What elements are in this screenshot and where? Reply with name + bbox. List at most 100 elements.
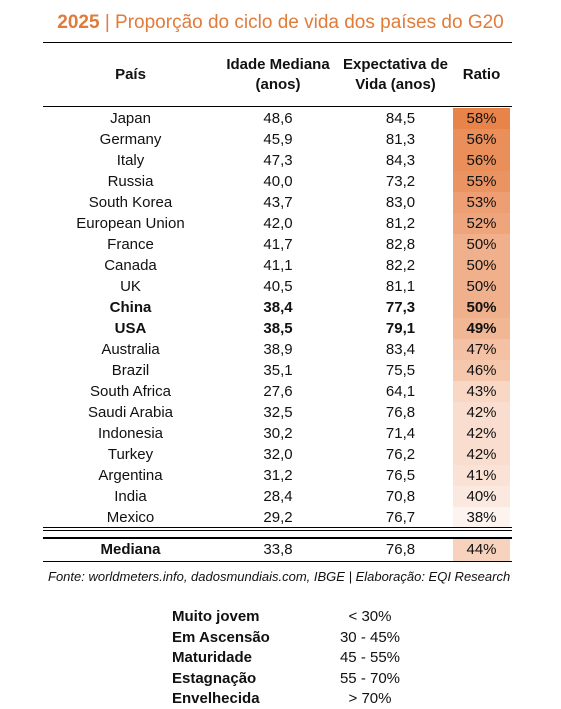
cell-life-expectancy: 81,1 <box>385 278 416 295</box>
cell-median-age: 42,0 <box>263 215 293 232</box>
cell-ratio: 42% <box>453 402 510 423</box>
cell-life-expectancy: 64,1 <box>385 383 416 400</box>
cell-median-age: 47,3 <box>263 152 293 169</box>
table-row: Canada 41,1 82,2 50% <box>43 255 512 276</box>
cell-median-age: 31,2 <box>263 467 293 484</box>
legend-item: Em Ascensão 30 - 45% <box>170 628 470 648</box>
header-life-expectancy: Expectativa de Vida (anos) <box>333 55 458 95</box>
header-median-age-line1: Idade Mediana <box>226 56 330 73</box>
table-row: European Union 42,0 81,2 52% <box>43 213 512 234</box>
cell-median-age: 38,5 <box>263 320 293 337</box>
cell-ratio: 52% <box>453 213 510 234</box>
cell-country: European Union <box>76 215 185 232</box>
cell-country: India <box>114 488 147 505</box>
legend-range: 45 - 55% <box>339 649 401 666</box>
cell-life-expectancy: 81,2 <box>385 215 416 232</box>
header-median-age-line2: (anos) <box>255 76 301 93</box>
legend-label: Maturidade <box>172 649 253 666</box>
legend-range: < 30% <box>348 608 392 625</box>
table-row: China 38,4 77,3 50% <box>43 297 512 318</box>
cell-median-age: 38,4 <box>263 299 293 316</box>
cell-median-age: 32,5 <box>263 404 293 421</box>
legend-range: 55 - 70% <box>339 670 401 687</box>
cell-ratio: 50% <box>453 234 510 255</box>
table-row: Saudi Arabia 32,5 76,8 42% <box>43 402 512 423</box>
table-row: Argentina 31,2 76,5 41% <box>43 465 512 486</box>
cell-life-expectancy: 76,8 <box>385 404 416 421</box>
cell-country: Germany <box>99 131 162 148</box>
title-text: Proporção do ciclo de vida dos países do… <box>115 12 504 33</box>
table-row: Mexico 29,2 76,7 38% <box>43 507 512 528</box>
legend-item: Muito jovem < 30% <box>170 607 470 627</box>
cell-country: Turkey <box>107 446 154 463</box>
median-top-rule <box>43 537 512 539</box>
cell-life-expectancy: 83,4 <box>385 341 416 358</box>
cell-life-expectancy: 84,3 <box>385 152 416 169</box>
legend-label: Estagnação <box>172 670 257 687</box>
cell-ratio: 46% <box>453 360 510 381</box>
table-row: Japan 48,6 84,5 58% <box>43 108 512 129</box>
cell-ratio: 55% <box>453 171 510 192</box>
page-title: 2025 | Proporção do ciclo de vida dos pa… <box>0 12 561 34</box>
cell-country: South Korea <box>88 194 173 211</box>
table-row: Germany 45,9 81,3 56% <box>43 129 512 150</box>
cell-ratio: 58% <box>453 108 510 129</box>
header-median-age: Idade Mediana (anos) <box>218 55 338 95</box>
cell-country: Saudi Arabia <box>87 404 174 421</box>
cell-ratio: 42% <box>453 423 510 444</box>
cell-ratio: 42% <box>453 444 510 465</box>
table-row: Australia 38,9 83,4 47% <box>43 339 512 360</box>
table-row: France 41,7 82,8 50% <box>43 234 512 255</box>
table-row: Indonesia 30,2 71,4 42% <box>43 423 512 444</box>
legend-item: Envelhecida > 70% <box>170 689 470 709</box>
median-life: 76,8 <box>385 541 416 558</box>
table-row: Turkey 32,0 76,2 42% <box>43 444 512 465</box>
cell-ratio: 50% <box>453 297 510 318</box>
legend-range: > 70% <box>348 690 392 707</box>
header-rule <box>43 106 512 107</box>
cell-country: South Africa <box>90 383 171 400</box>
table-row: South Korea 43,7 83,0 53% <box>43 192 512 213</box>
cell-life-expectancy: 82,8 <box>385 236 416 253</box>
cell-country: Brazil <box>111 362 150 379</box>
header-country: País <box>115 66 146 83</box>
cell-median-age: 43,7 <box>263 194 293 211</box>
cell-country: France <box>107 236 154 253</box>
cell-median-age: 38,9 <box>263 341 293 358</box>
header-ratio: Ratio <box>462 66 501 83</box>
cell-ratio: 56% <box>453 129 510 150</box>
cell-life-expectancy: 75,5 <box>385 362 416 379</box>
cell-ratio: 47% <box>453 339 510 360</box>
median-ratio: 44% <box>453 539 510 561</box>
source-note: Fonte: worldmeters.info, dadosmundiais.c… <box>48 569 511 584</box>
cell-median-age: 41,1 <box>263 257 293 274</box>
title-year: 2025 <box>57 12 100 33</box>
cell-ratio: 40% <box>453 486 510 507</box>
cell-ratio: 56% <box>453 150 510 171</box>
cell-median-age: 40,5 <box>263 278 293 295</box>
cell-country: Australia <box>101 341 160 358</box>
table-row: South Africa 27,6 64,1 43% <box>43 381 512 402</box>
cell-median-age: 41,7 <box>263 236 293 253</box>
top-rule <box>43 42 512 43</box>
cell-ratio: 53% <box>453 192 510 213</box>
table-row: Italy 47,3 84,3 56% <box>43 150 512 171</box>
cell-median-age: 30,2 <box>263 425 293 442</box>
cell-median-age: 48,6 <box>263 110 293 127</box>
cell-country: China <box>109 299 152 316</box>
cell-life-expectancy: 76,5 <box>385 467 416 484</box>
cell-country: Japan <box>110 110 151 127</box>
cell-life-expectancy: 79,1 <box>385 320 416 337</box>
cell-life-expectancy: 73,2 <box>385 173 416 190</box>
median-row: Mediana 33,8 76,8 44% <box>43 539 512 561</box>
cell-median-age: 27,6 <box>263 383 293 400</box>
table-row: Russia 40,0 73,2 55% <box>43 171 512 192</box>
cell-median-age: 28,4 <box>263 488 293 505</box>
cell-ratio: 43% <box>453 381 510 402</box>
table-double-rule-bottom <box>43 530 512 531</box>
table-row: UK 40,5 81,1 50% <box>43 276 512 297</box>
legend-label: Em Ascensão <box>172 629 270 646</box>
title-separator: | <box>99 12 116 33</box>
cell-life-expectancy: 76,2 <box>385 446 416 463</box>
cell-ratio: 41% <box>453 465 510 486</box>
